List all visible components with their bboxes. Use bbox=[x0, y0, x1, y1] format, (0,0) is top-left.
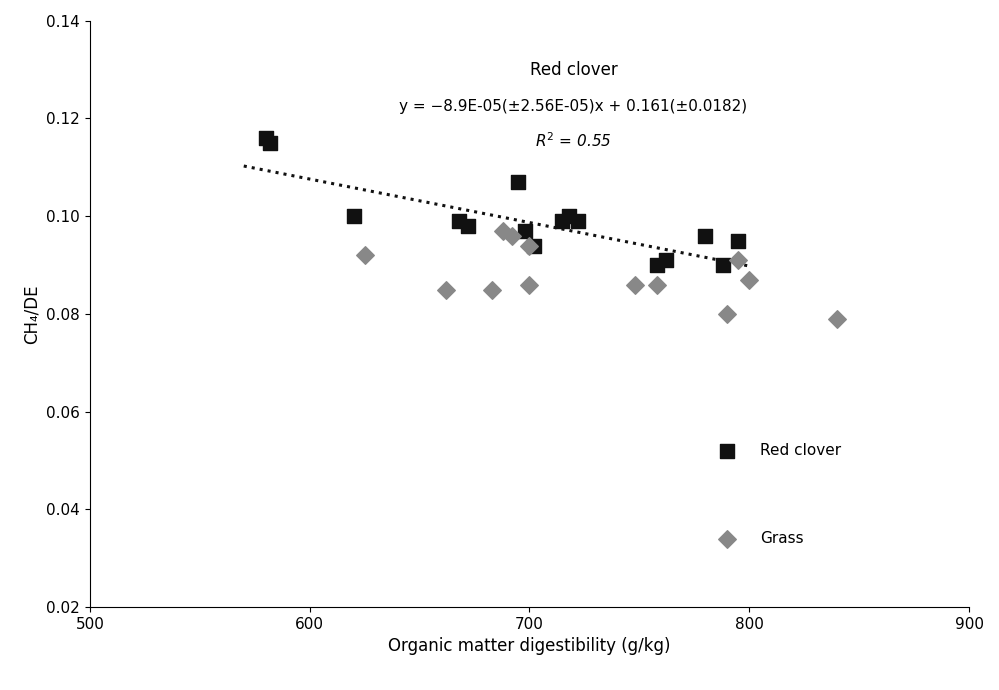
Point bbox=[452, 215, 468, 226]
Text: Red clover: Red clover bbox=[529, 61, 617, 79]
Point bbox=[496, 226, 511, 237]
Point bbox=[627, 279, 643, 290]
Point bbox=[657, 255, 673, 266]
Point bbox=[258, 132, 274, 144]
Point bbox=[829, 313, 845, 324]
Point bbox=[741, 274, 757, 285]
Point bbox=[438, 284, 454, 295]
Point bbox=[525, 240, 541, 251]
Y-axis label: CH₄/DE: CH₄/DE bbox=[23, 284, 41, 344]
Point bbox=[697, 230, 713, 241]
Point bbox=[730, 235, 746, 246]
Point bbox=[521, 279, 537, 290]
Point bbox=[346, 210, 362, 221]
X-axis label: Organic matter digestibility (g/kg): Organic matter digestibility (g/kg) bbox=[389, 638, 670, 656]
Point bbox=[485, 284, 500, 295]
Point bbox=[649, 259, 665, 270]
Point bbox=[730, 255, 746, 266]
Point bbox=[510, 177, 526, 188]
Point bbox=[649, 279, 665, 290]
Point bbox=[561, 210, 577, 221]
Point bbox=[715, 259, 731, 270]
Text: Red clover: Red clover bbox=[760, 443, 841, 458]
Point bbox=[719, 445, 735, 456]
Point bbox=[521, 240, 537, 251]
Text: Grass: Grass bbox=[760, 531, 804, 546]
Point bbox=[569, 215, 585, 226]
Point bbox=[719, 533, 735, 544]
Point bbox=[262, 137, 278, 148]
Point bbox=[554, 215, 570, 226]
Point bbox=[517, 226, 533, 237]
Text: $R^2$ = 0.55: $R^2$ = 0.55 bbox=[535, 131, 611, 150]
Point bbox=[357, 250, 373, 261]
Text: y = −8.9E-05(±2.56E-05)x + 0.161(±0.0182): y = −8.9E-05(±2.56E-05)x + 0.161(±0.0182… bbox=[400, 99, 747, 114]
Point bbox=[503, 230, 519, 241]
Point bbox=[719, 308, 735, 319]
Point bbox=[460, 221, 476, 232]
